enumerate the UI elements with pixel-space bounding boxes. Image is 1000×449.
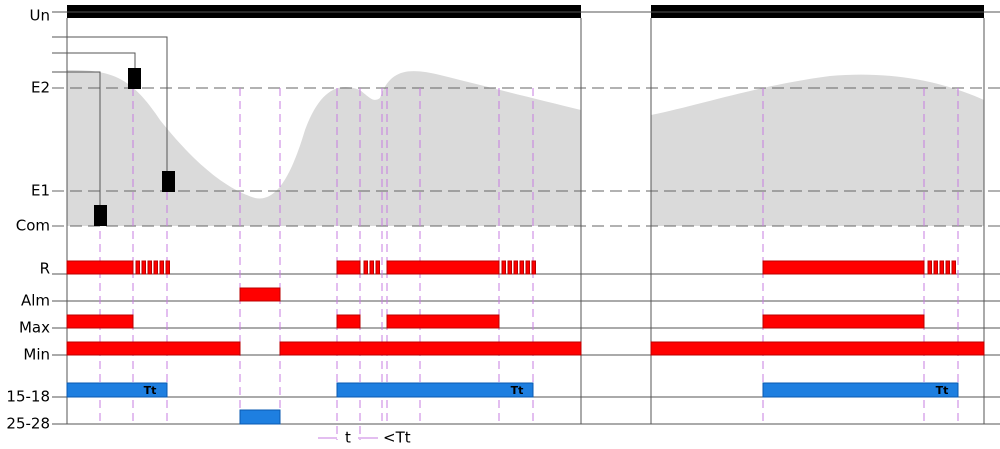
connector: [52, 36, 168, 171]
relay-bar: [153, 260, 158, 275]
time-label: t: [345, 429, 351, 447]
threshold-marker: [128, 68, 141, 89]
relay-bar: [386, 314, 500, 329]
relay-bar: [650, 341, 985, 356]
output-bar: [336, 382, 534, 398]
relay-bar: [501, 260, 506, 275]
relay-bar: [939, 260, 944, 275]
row-label: Max: [19, 319, 50, 337]
relay-bar: [66, 314, 134, 329]
voltage-area: [67, 70, 581, 226]
row-label: E1: [31, 182, 50, 200]
threshold-marker: [162, 171, 175, 192]
row-label: Un: [30, 7, 51, 25]
output-bar: [762, 382, 959, 398]
relay-bar: [513, 260, 518, 275]
relay-bar: [279, 341, 582, 356]
voltage-area: [651, 74, 984, 226]
threshold-marker: [94, 205, 107, 226]
relay-bar: [141, 260, 146, 275]
relay-bar: [945, 260, 950, 275]
output-bar: [239, 409, 281, 425]
row-label: Com: [16, 217, 50, 235]
row-label: Min: [23, 346, 50, 364]
relay-bar: [762, 314, 925, 329]
tt-label: Tt: [511, 384, 524, 397]
relay-bar: [336, 260, 361, 275]
output-bar: [66, 382, 168, 398]
relay-bar: [369, 260, 374, 275]
row-label: Alm: [21, 292, 50, 310]
relay-bar: [363, 260, 368, 275]
relay-bar: [386, 260, 500, 275]
tt-label: Tt: [144, 384, 157, 397]
row-label: 15-18: [6, 388, 50, 406]
relay-bar: [147, 260, 152, 275]
connector: [52, 52, 136, 68]
row-label: E2: [31, 79, 50, 97]
relay-bar: [135, 260, 140, 275]
relay-bar: [927, 260, 932, 275]
relay-bar: [66, 260, 134, 275]
relay-bar: [159, 260, 164, 275]
relay-bar: [165, 260, 170, 275]
relay-bar: [762, 260, 925, 275]
tt-label: Tt: [936, 384, 949, 397]
relay-bar: [507, 260, 512, 275]
row-label: R: [40, 260, 50, 278]
time-label: <Tt: [383, 429, 411, 447]
relay-bar: [239, 287, 281, 302]
relay-bar: [336, 314, 361, 329]
relay-bar: [933, 260, 938, 275]
relay-bar: [375, 260, 380, 275]
relay-bar: [519, 260, 524, 275]
relay-bar: [525, 260, 530, 275]
relay-bar: [951, 260, 956, 275]
connector: [52, 71, 101, 205]
relay-bar: [66, 341, 241, 356]
relay-bar: [531, 260, 536, 275]
row-label: 25-28: [6, 415, 50, 433]
